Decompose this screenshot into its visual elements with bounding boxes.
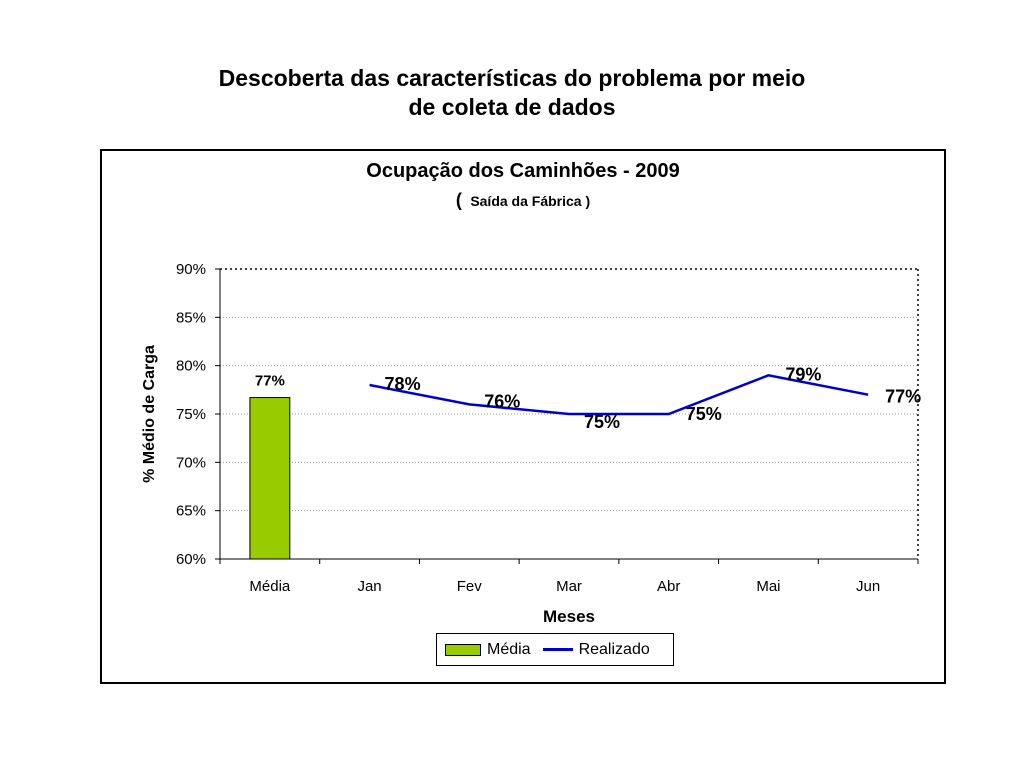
line-data-label: 77% [885,387,921,407]
chart-legend: Média Realizado [436,633,674,666]
line-data-label: 78% [385,374,421,394]
chart-subtitle-text: Saída da Fábrica ) [470,193,590,209]
legend-swatch-realizado [542,648,573,651]
x-tick-label: Fev [457,578,483,595]
slide-title-line-2: de coleta de dados [408,94,616,120]
y-tick-label: 65% [176,503,206,520]
line-data-label: 75% [686,404,722,424]
legend-label-media: Média [487,640,531,658]
x-tick-label: Mai [756,578,780,595]
legend-item-realizado: Realizado [531,641,650,659]
y-tick-label: 70% [176,454,206,471]
line-data-label: 79% [785,364,821,384]
chart-title: Ocupação dos Caminhões - 2009 [366,160,679,182]
x-tick-label: Abr [657,578,680,595]
y-tick-label: 90% [176,261,206,278]
bar-data-label: 77% [255,373,285,390]
x-tick-label: Jun [856,578,880,595]
y-tick-label: 85% [176,309,206,326]
line-realizado [369,374,869,416]
y-tick-label: 80% [176,358,206,375]
chart-subtitle: ( Saída da Fábrica ) [456,190,590,210]
bar-media [249,397,291,560]
legend-item-media: Média [437,641,531,659]
y-axis-title: % Médio de Carga [141,345,158,483]
x-tick-label: Jan [357,578,381,595]
y-tick-label: 75% [176,406,206,423]
chart-subtitle-paren: ( [456,190,462,210]
slide-title-line-1: Descoberta das características do proble… [218,65,806,91]
legend-label-realizado: Realizado [578,640,650,658]
y-tick-label: 60% [176,551,206,568]
legend-swatch-media [445,643,481,656]
x-tick-label: Média [249,578,291,595]
slide-title: Descoberta das características do proble… [112,64,912,122]
chart-frame [100,149,946,684]
x-tick-label: Mar [556,578,582,595]
x-axis-title: Meses [543,607,595,626]
line-data-label: 75% [584,412,620,432]
line-data-label: 76% [484,391,520,411]
